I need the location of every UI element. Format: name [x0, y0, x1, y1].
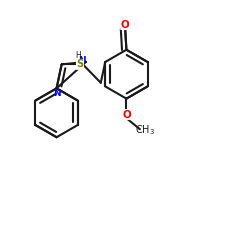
Text: N: N [53, 89, 60, 98]
Text: CH$_3$: CH$_3$ [135, 124, 155, 137]
Text: N: N [78, 56, 86, 65]
Text: S: S [76, 60, 84, 70]
Text: O: O [122, 110, 131, 120]
Text: H: H [75, 50, 81, 59]
Text: O: O [121, 20, 130, 30]
